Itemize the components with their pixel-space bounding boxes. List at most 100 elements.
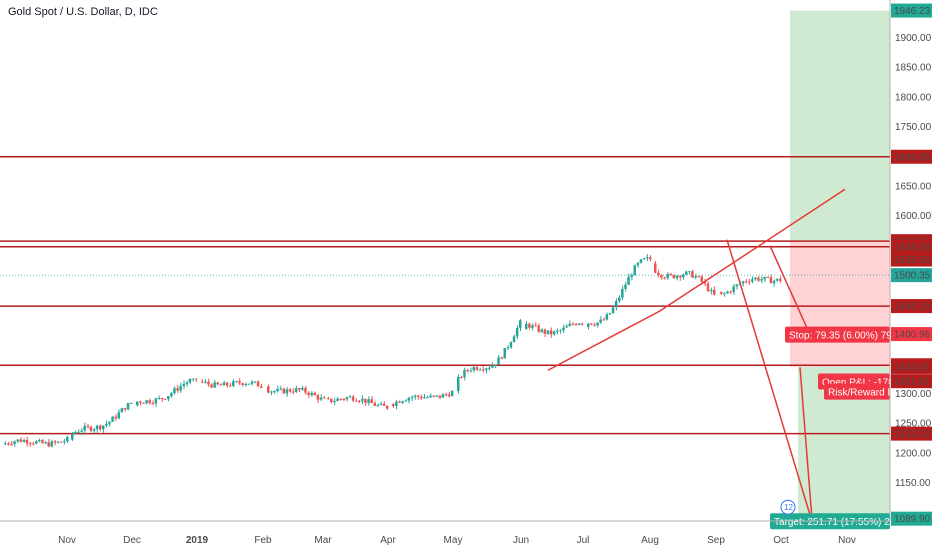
candle-body [574, 324, 578, 326]
price-tag-box [891, 268, 932, 283]
stop-arrow-line[interactable] [769, 245, 811, 335]
candle-body [395, 401, 398, 406]
y-tick-label: 1150.00 [895, 478, 931, 489]
x-tick-label: Jun [513, 535, 529, 546]
candle-body [416, 395, 420, 397]
candle-body [681, 274, 685, 278]
candle-body [282, 388, 285, 394]
uptrend-line-lower[interactable] [547, 310, 661, 371]
candle-body [481, 369, 485, 371]
price-tag-text: 1500.35 [894, 271, 931, 282]
price-tag: 1448.19 [891, 299, 932, 314]
candle-body [401, 401, 404, 403]
candle-body [506, 347, 510, 349]
candle-body [500, 357, 503, 359]
candle-body [497, 357, 500, 365]
candle-body [301, 388, 304, 390]
candle-body [528, 323, 531, 328]
candle-body [345, 397, 349, 400]
price-tag: 1400.96 [891, 327, 932, 342]
candle-body [310, 392, 313, 396]
candle-body [50, 441, 53, 447]
candle-body [114, 416, 117, 419]
candle-body [86, 425, 89, 427]
candle-body [291, 391, 295, 393]
candle-body [435, 395, 438, 397]
candle-body [219, 384, 223, 386]
candle-body [407, 397, 410, 401]
candle-body [515, 327, 519, 337]
target-arrow-line[interactable] [799, 367, 813, 520]
candle-body [173, 388, 176, 394]
candle-body [204, 381, 207, 383]
candle-body [599, 319, 602, 323]
candle-body [463, 369, 466, 378]
price-tag-box [891, 299, 932, 314]
candle-body [244, 383, 247, 385]
y-tick-label: 1250.00 [895, 419, 932, 430]
candle-body [304, 388, 307, 393]
candle-body [636, 262, 640, 266]
candle-body [247, 383, 250, 385]
candle-body [543, 329, 547, 334]
candle-body [703, 281, 707, 284]
breakdown-line[interactable] [726, 239, 813, 522]
candle-body [316, 395, 320, 400]
price-tag-box [891, 3, 932, 18]
candle-body [379, 403, 383, 405]
candle-body [145, 400, 148, 404]
candle-body [364, 398, 367, 403]
candle-body [194, 378, 198, 380]
candle-body [298, 388, 301, 390]
candle-body [751, 279, 754, 282]
price-tag-text: 1345.61 [894, 362, 931, 373]
uptrend-line-upper[interactable] [659, 188, 846, 312]
candle-body [342, 398, 345, 400]
candle-body [720, 291, 723, 294]
price-tag-text: 1699.85 [894, 152, 931, 163]
candle-body [225, 382, 229, 386]
candle-body [201, 381, 204, 383]
candle-body [618, 297, 621, 302]
candle-body [313, 392, 316, 396]
candle-body [367, 399, 370, 403]
candle-body [537, 325, 540, 332]
candle-body [627, 276, 630, 285]
candle-body [590, 323, 593, 325]
alert-badge[interactable]: 12 [780, 499, 796, 515]
chart-title: Gold Spot / U.S. Dollar, D, IDC [8, 6, 158, 18]
candle-body [534, 325, 537, 327]
candle-body [484, 368, 488, 371]
candle-body [663, 277, 666, 279]
candle-body [552, 331, 556, 335]
price-tag-text: 1448.19 [894, 302, 931, 313]
x-tick-label: Dec [123, 535, 141, 546]
price-tag-box [891, 239, 932, 254]
price-tag: 1548.08 [891, 239, 932, 254]
candle-body [47, 442, 50, 447]
candle-body [571, 323, 574, 325]
candle-body [188, 378, 192, 383]
candle-body [729, 291, 732, 293]
price-tag: 1233.22 [891, 426, 932, 441]
candle-body [540, 329, 543, 332]
candle-body [587, 323, 590, 327]
candle-body [307, 392, 310, 396]
candle-body [466, 369, 469, 371]
stop-label-text: Stop: 79.35 (6.00%) 7935 [789, 331, 903, 342]
candle-body [775, 278, 779, 281]
candle-body [577, 323, 581, 325]
candle-body [142, 402, 145, 404]
candle-body [376, 404, 380, 406]
candle-body [549, 330, 553, 335]
candle-body [151, 403, 154, 405]
candle-body [120, 408, 124, 413]
candle-body [747, 281, 751, 283]
candle-body [330, 398, 333, 403]
candle-body [7, 443, 10, 445]
x-tick-label: 2019 [186, 535, 209, 546]
alert-count: 12 [784, 503, 793, 512]
candle-body [410, 397, 414, 399]
x-tick-label: Feb [254, 535, 272, 546]
